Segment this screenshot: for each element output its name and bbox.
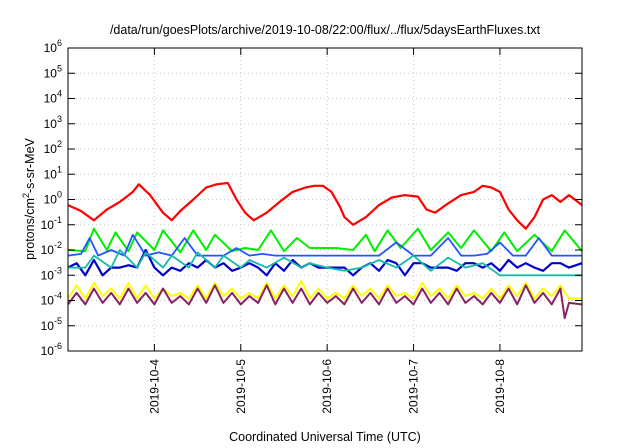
x-tick-label: 2019-10-5 (234, 359, 248, 414)
y-tick-label: 101 (44, 164, 62, 181)
x-axis: 2019-10-4 2019-10-5 2019-10-6 2019-10-7 2019… (147, 48, 507, 414)
y-tick-label: 10-6 (41, 341, 62, 358)
series-line-7 (67, 284, 583, 320)
chart-title: /data/run/goesPlots/archive/2019-10-08/2… (110, 23, 541, 37)
series-line-5 (68, 249, 582, 277)
x-tick-label: 2019-10-8 (493, 359, 507, 414)
series-line-4 (67, 248, 583, 277)
x-tick-label: 2019-10-7 (407, 359, 421, 414)
y-tick-label: 10-4 (41, 291, 62, 308)
x-axis-label: Coordinated Universal Time (UTC) (229, 430, 421, 444)
y-tick-label: 10-3 (41, 265, 62, 282)
y-tick-label: 106 (44, 38, 62, 55)
y-tick-label: 10-1 (41, 215, 62, 232)
y-tick-label: 100 (44, 190, 62, 207)
y-axis-label: protons/cm2-s-sr-MeV (21, 137, 37, 259)
series-group (67, 181, 583, 320)
series-line-1 (67, 181, 583, 230)
grid-lines (68, 48, 582, 351)
y-tick-label: 10-2 (41, 240, 62, 257)
series-line-3 (67, 233, 582, 257)
x-tick-label: 2019-10-6 (320, 359, 334, 414)
y-tick-label: 102 (44, 139, 62, 156)
y-tick-label: 103 (44, 114, 62, 131)
y-tick-label: 104 (44, 89, 62, 106)
y-axis: 10-6 10-5 10-4 10-3 10-2 10-1 100 101 102 103 104 1… (41, 38, 582, 358)
y-tick-label: 105 (44, 63, 62, 80)
x-tick-label: 2019-10-4 (147, 359, 161, 414)
y-tick-label: 10-5 (41, 316, 62, 333)
series-line-6 (67, 279, 582, 300)
series-line-2 (67, 227, 583, 254)
